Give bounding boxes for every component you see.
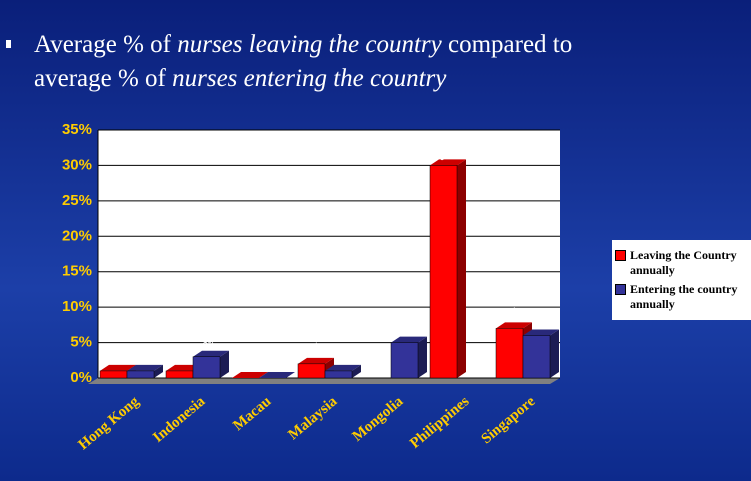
bar-top [496,322,532,329]
bar [192,356,221,379]
y-tick-label: 10% [62,298,92,315]
legend-label: Leaving the Country annually [630,248,737,277]
legend-swatch [615,250,626,261]
y-tick-label: 20% [62,227,92,244]
bar-top [232,372,268,378]
x-tick-label: Malaysia [285,393,340,443]
x-tick-label: Singapore [478,393,538,447]
bar-top [298,357,334,364]
bar-side [220,350,229,378]
bar [495,328,524,379]
bar-side [457,159,466,378]
title-run: nurses entering the country [172,65,447,92]
x-tick-label: Mongolia [349,393,406,445]
bar-top [127,364,163,371]
bar [165,370,194,379]
bar [99,370,128,379]
chart-title: Average % of nurses leaving the country … [34,31,572,92]
title-run: average % of [34,65,172,92]
bar [126,370,155,379]
y-tick-label: 0% [70,369,92,386]
bar-top [325,364,361,371]
bar-top [523,329,559,336]
title-run: Average % of [34,31,177,58]
bar [297,363,326,379]
x-tick-label: Philippines [407,393,472,451]
bullet [6,40,11,48]
title-run: nurses leaving the country [177,31,442,58]
y-tick-label: 35% [62,121,92,138]
bar-side [154,364,163,378]
y-tick-label: 30% [62,156,92,173]
y-tick-label: 15% [62,263,92,280]
bar-top [193,350,229,357]
bar-side [418,336,427,378]
legend: Leaving the Country annually Entering the… [612,240,751,320]
legend-swatch [615,284,626,295]
plot-area [98,130,560,378]
bar-top [430,159,466,166]
bar-top [391,336,427,343]
floor [88,378,560,384]
bar-top [259,372,295,378]
bar-side [352,364,361,378]
x-tick-label: Indonesia [150,393,209,446]
bar [324,370,353,379]
x-tick-label: Hong Kong [76,393,143,453]
legend-item: Leaving the Country annually [615,248,751,278]
legend-item: Entering the country annually [615,282,751,312]
bar-top [100,364,136,371]
bar [522,335,551,379]
bar [390,342,419,379]
bar-side [550,329,559,378]
y-tick-label: 25% [62,192,92,209]
x-tick-label: Macau [230,393,274,434]
bar [429,165,458,379]
legend-label: Entering the country annually [630,282,738,311]
y-tick-label: 5% [70,334,92,351]
title-run: compared to [442,31,573,58]
